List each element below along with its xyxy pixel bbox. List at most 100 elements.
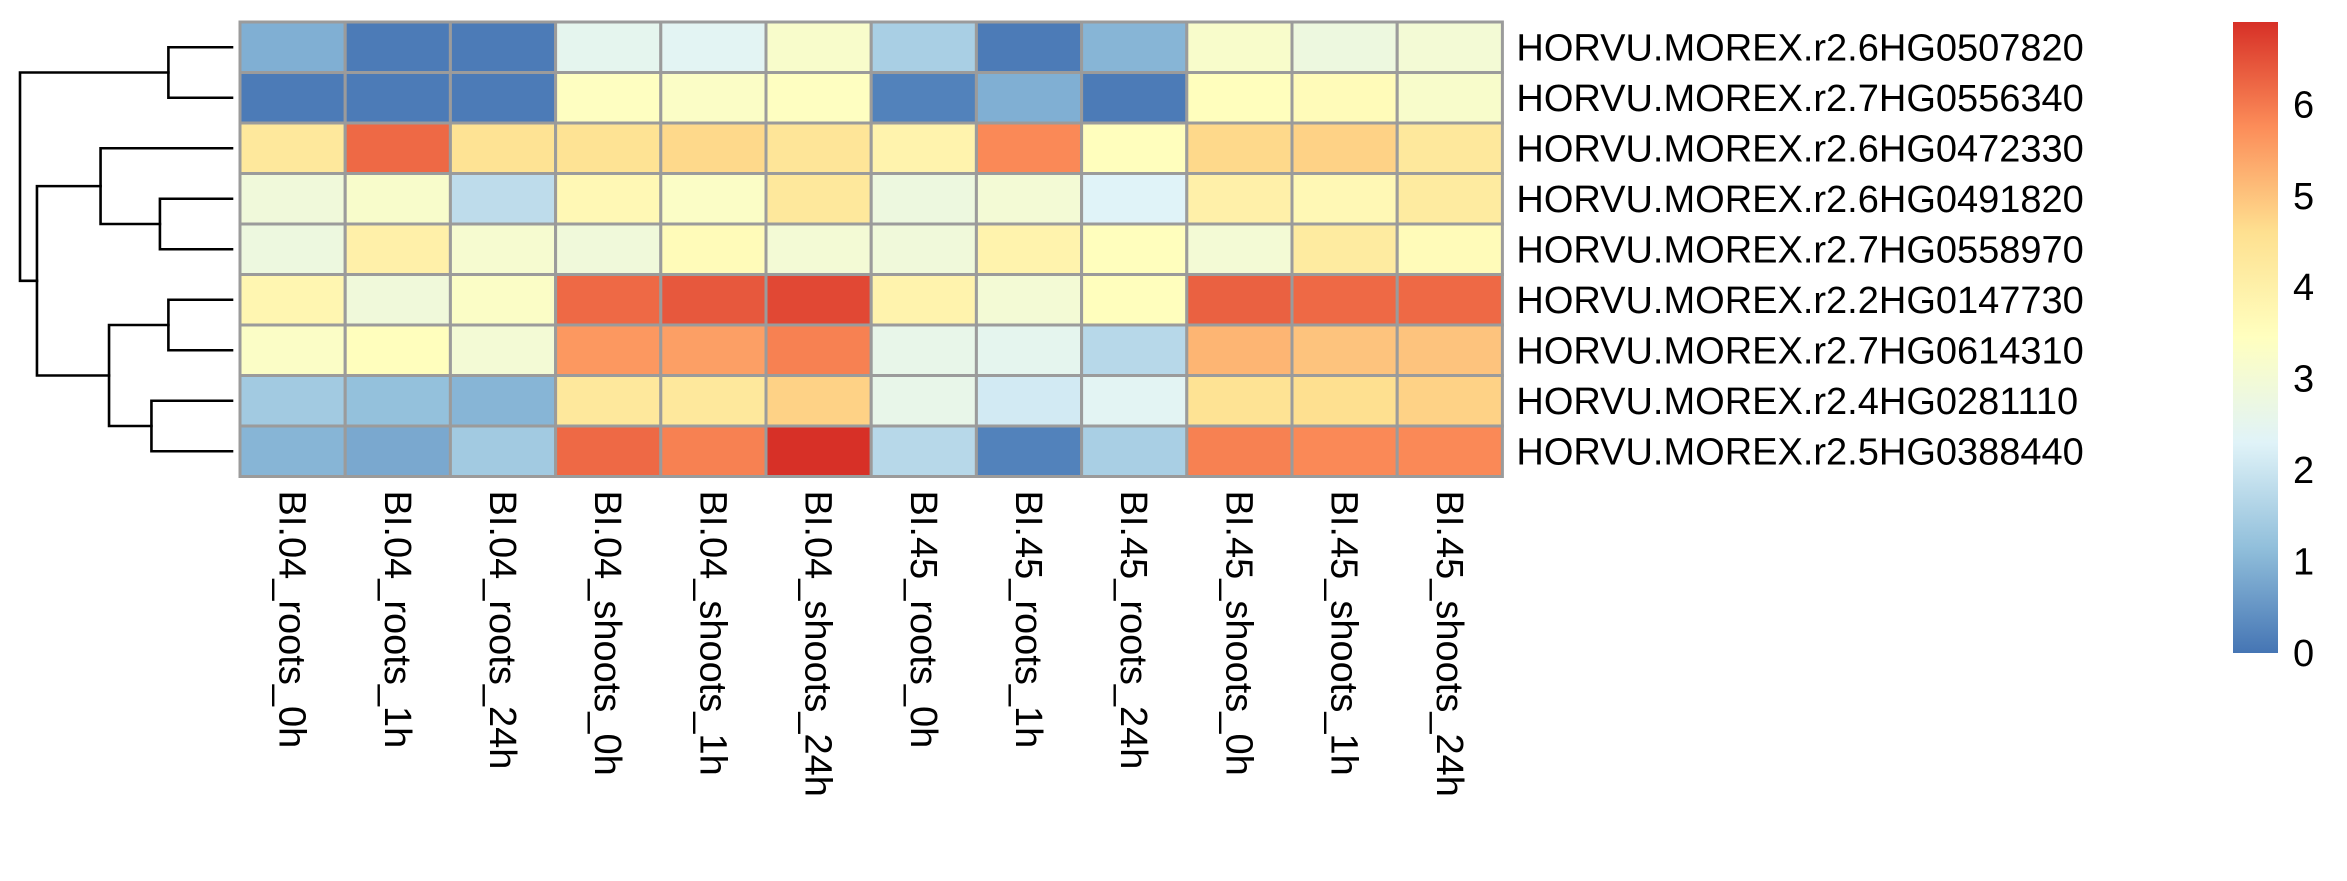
heatmap-cell — [343, 273, 452, 327]
column-label: BI.04_shoots_24h — [797, 491, 839, 797]
heatmap-cell — [448, 20, 558, 74]
heatmap-cell — [1185, 71, 1294, 125]
heatmap-cell — [1395, 374, 1504, 428]
heatmap-cell — [974, 222, 1084, 276]
heatmap-cell — [974, 121, 1084, 175]
heatmap-cell — [1080, 374, 1189, 428]
heatmap-cell — [343, 121, 452, 175]
heatmap-cell — [343, 374, 452, 428]
heatmap-cell — [1185, 273, 1294, 327]
heatmap-cell — [974, 323, 1084, 377]
heatmap-cell — [764, 323, 873, 377]
legend-tick-label: 6 — [2293, 84, 2314, 126]
heatmap-cell — [448, 424, 558, 478]
heatmap-cell — [238, 222, 347, 276]
heatmap-cell — [869, 20, 978, 74]
heatmap-cell — [554, 424, 663, 478]
dendrogram-branch — [107, 323, 170, 428]
column-label: BI.45_roots_0h — [902, 491, 944, 749]
heatmap-cell — [659, 273, 768, 327]
heatmap-cell — [974, 20, 1084, 74]
heatmap-cell — [869, 374, 978, 428]
heatmap-cell — [238, 273, 347, 327]
column-label: BI.45_shoots_24h — [1428, 491, 1470, 797]
dendrogram-branch — [150, 399, 234, 453]
heatmap-cells — [238, 20, 1504, 478]
column-labels: BI.04_roots_0h BI.04_roots_1h BI.04_roots_… — [271, 491, 1470, 797]
heatmap-cell — [554, 273, 663, 327]
column-label: BI.04_roots_0h — [271, 491, 313, 749]
heatmap-cell — [1395, 172, 1504, 226]
column-label: BI.04_roots_1h — [376, 491, 418, 749]
row-label: HORVU.MOREX.r2.6HG0507820 — [1516, 27, 2083, 69]
legend-tick-label: 0 — [2293, 633, 2314, 675]
dendrogram-branch — [35, 184, 111, 377]
heatmap-cell — [1080, 273, 1189, 327]
heatmap-cell — [1290, 273, 1399, 327]
heatmap-cell — [238, 172, 347, 226]
heatmap-cell — [974, 424, 1084, 478]
heatmap-cell — [448, 273, 558, 327]
heatmap-cell — [448, 71, 558, 125]
row-label: HORVU.MOREX.r2.2HG0147730 — [1516, 280, 2083, 322]
heatmap-cell — [1290, 71, 1399, 125]
heatmap-cell — [448, 172, 558, 226]
heatmap-cell — [1395, 71, 1504, 125]
heatmap-cell — [343, 71, 452, 125]
heatmap-cell — [343, 424, 452, 478]
row-label: HORVU.MOREX.r2.7HG0614310 — [1516, 330, 2083, 372]
heatmap-cell — [1185, 222, 1294, 276]
heatmap-cell — [869, 121, 978, 175]
heatmap-cell — [1290, 222, 1399, 276]
heatmap-cell — [659, 424, 768, 478]
heatmap-cell — [554, 323, 663, 377]
heatmap-cell — [869, 424, 978, 478]
color-legend-ticks: 0 1 2 3 4 5 6 — [2293, 84, 2314, 675]
heatmap-cell — [343, 172, 452, 226]
heatmap-cell — [869, 71, 978, 125]
dendrogram-branch — [167, 45, 234, 100]
heatmap-cell — [764, 222, 873, 276]
dendrogram-branch — [158, 197, 234, 251]
heatmap-cell — [1290, 323, 1399, 377]
heatmap-cell — [659, 71, 768, 125]
legend-tick-label: 3 — [2293, 359, 2314, 401]
row-label: HORVU.MOREX.r2.6HG0491820 — [1516, 179, 2083, 221]
heatmap-cell — [1290, 172, 1399, 226]
column-label: BI.04_shoots_0h — [586, 491, 628, 776]
legend-tick-label: 5 — [2293, 176, 2314, 218]
heatmap-cell — [554, 71, 663, 125]
row-label: HORVU.MOREX.r2.5HG0388440 — [1516, 431, 2083, 473]
heatmap-cell — [974, 172, 1084, 226]
heatmap-cell — [1080, 71, 1189, 125]
heatmap-cell — [659, 374, 768, 428]
heatmap-cell — [554, 20, 663, 74]
heatmap-cell — [659, 172, 768, 226]
heatmap-cell — [764, 374, 873, 428]
heatmap-cell — [764, 71, 873, 125]
heatmap-cell — [659, 121, 768, 175]
heatmap-cell — [448, 323, 558, 377]
heatmap-cell — [1185, 323, 1294, 377]
heatmap-cell — [1080, 323, 1189, 377]
column-label: BI.04_roots_24h — [481, 491, 523, 770]
heatmap-cell — [238, 323, 347, 377]
row-label: HORVU.MOREX.r2.4HG0281110 — [1516, 381, 2078, 423]
column-label: BI.45_shoots_1h — [1323, 491, 1365, 776]
heatmap-cell — [448, 121, 558, 175]
column-label: BI.45_roots_1h — [1007, 491, 1049, 749]
heatmap-cell — [1395, 121, 1504, 175]
legend-tick-label: 1 — [2293, 542, 2314, 584]
heatmap-cell — [554, 172, 663, 226]
heatmap-cell — [1185, 374, 1294, 428]
heatmap-cell — [1395, 20, 1504, 74]
row-label: HORVU.MOREX.r2.6HG0472330 — [1516, 128, 2083, 170]
heatmap-cell — [764, 20, 873, 74]
heatmap-cell — [1185, 20, 1294, 74]
heatmap-cell — [343, 323, 452, 377]
column-label: BI.04_shoots_1h — [691, 491, 733, 776]
heatmap-cell — [1185, 424, 1294, 478]
heatmap-cell — [764, 424, 873, 478]
heatmap-cell — [1185, 121, 1294, 175]
